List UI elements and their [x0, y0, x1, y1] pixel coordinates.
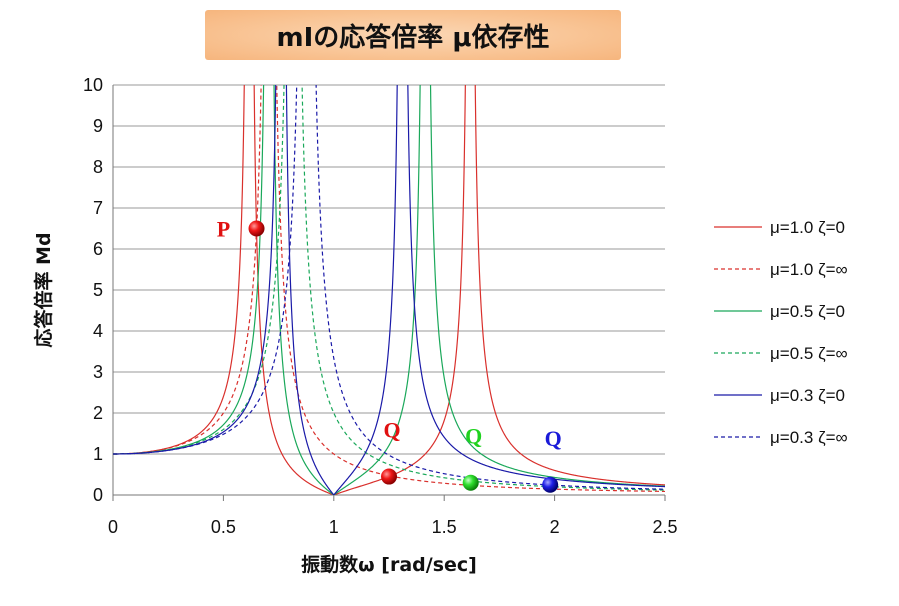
series-line-5 — [113, 85, 665, 490]
legend: μ=1.0 ζ=0 μ=1.0 ζ=∞ μ=0.5 ζ=0 μ=0.5 ζ=∞ μ=0.… — [714, 218, 848, 447]
x-tick-label: 2 — [550, 517, 560, 537]
chart-title-text: mIの応答倍率 μ依存性 — [276, 22, 550, 53]
marker-label-2: Q — [465, 424, 482, 449]
marker-point-1 — [381, 468, 397, 485]
marker-label-1: Q — [383, 418, 400, 443]
y-tick-label: 3 — [93, 362, 103, 382]
legend-label-3: μ=0.5 ζ=∞ — [770, 344, 848, 363]
y-tick-label: 2 — [93, 403, 103, 423]
x-tick-label: 1.5 — [432, 517, 457, 537]
y-tick-label: 1 — [93, 444, 103, 464]
y-tick-label: 0 — [93, 485, 103, 505]
marker-point-3 — [542, 476, 559, 493]
marker-label-3: Q — [545, 426, 562, 451]
legend-label-0: μ=1.0 ζ=0 — [770, 218, 845, 237]
legend-label-2: μ=0.5 ζ=0 — [770, 302, 845, 321]
legend-label-1: μ=1.0 ζ=∞ — [770, 260, 848, 279]
x-tick-label: 0.5 — [211, 517, 236, 537]
y-tick-label: 6 — [93, 239, 103, 259]
grid-lines — [113, 84, 665, 496]
y-tick-label: 4 — [93, 321, 103, 341]
y-tick-label: 9 — [93, 116, 103, 136]
markers: P Q Q Q — [217, 217, 562, 493]
legend-label-5: μ=0.3 ζ=∞ — [770, 428, 848, 447]
x-tick-label: 1 — [329, 517, 339, 537]
marker-label-0: P — [217, 217, 230, 242]
x-tick-label: 2.5 — [652, 517, 677, 537]
x-tick-label: 0 — [108, 517, 118, 537]
x-axis-title: 振動数ω [rad/sec] — [301, 553, 477, 576]
axes — [112, 85, 666, 501]
series-line-4 — [113, 85, 665, 495]
y-axis-title: 応答倍率 Md — [32, 232, 55, 347]
y-tick-label: 5 — [93, 280, 103, 300]
axis-labels: 0 1 2 3 4 5 6 7 8 9 10 0 0.5 1 1.5 2 2.5 振動数ω [rad/sec] 応答… — [32, 75, 678, 576]
series-line-2 — [113, 85, 665, 495]
marker-point-0 — [248, 220, 265, 237]
marker-point-2 — [462, 474, 479, 491]
series-line-1 — [113, 85, 665, 493]
y-tick-label: 7 — [93, 198, 103, 218]
chart-title: mIの応答倍率 μ依存性 — [205, 10, 621, 60]
y-tick-label: 10 — [83, 75, 103, 95]
series-line-3 — [113, 85, 665, 491]
legend-label-4: μ=0.3 ζ=0 — [770, 386, 845, 405]
y-tick-label: 8 — [93, 157, 103, 177]
